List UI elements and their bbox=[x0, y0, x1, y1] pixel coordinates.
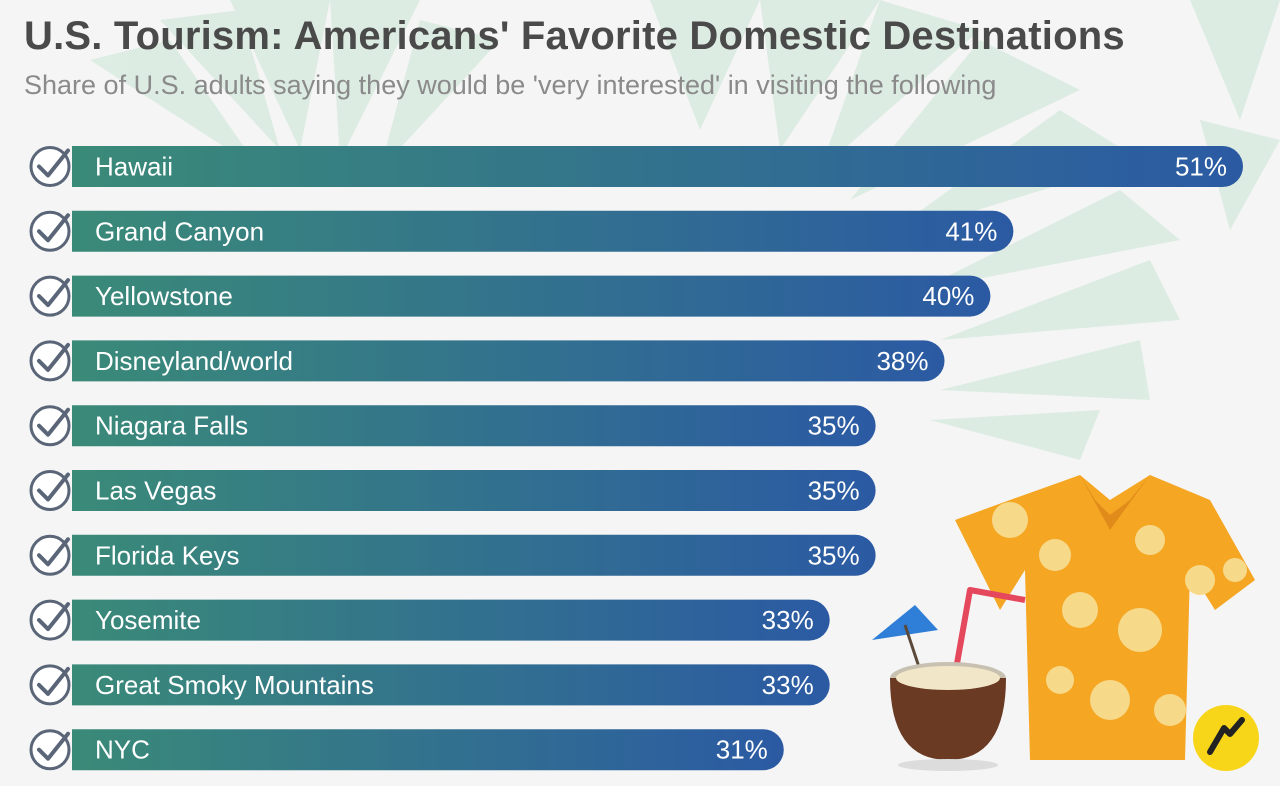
chart-title: U.S. Tourism: Americans' Favorite Domest… bbox=[24, 14, 1125, 58]
bar bbox=[72, 146, 1243, 187]
bar bbox=[72, 599, 830, 641]
check-circle-icon bbox=[29, 340, 71, 382]
value-label: 40% bbox=[922, 281, 974, 311]
check-circle-icon bbox=[29, 729, 71, 771]
category-label: Yosemite bbox=[95, 605, 201, 635]
cocktail-umbrella-icon bbox=[872, 605, 938, 671]
bar bbox=[72, 729, 784, 771]
category-label: NYC bbox=[95, 735, 150, 765]
bar bbox=[72, 340, 945, 382]
check-circle-icon bbox=[29, 146, 71, 187]
value-label: 33% bbox=[762, 605, 814, 635]
value-label: 38% bbox=[876, 346, 928, 376]
value-label: 31% bbox=[716, 735, 768, 765]
bar bbox=[72, 210, 1014, 252]
check-circle-icon bbox=[29, 534, 71, 576]
hawaiian-shirt-icon bbox=[955, 475, 1255, 760]
category-label: Yellowstone bbox=[95, 281, 233, 311]
bar bbox=[72, 664, 830, 706]
value-label: 35% bbox=[808, 476, 860, 506]
check-circle-icon bbox=[29, 210, 71, 252]
value-label: 35% bbox=[808, 540, 860, 570]
bar bbox=[72, 405, 876, 447]
category-label: Florida Keys bbox=[95, 540, 240, 570]
value-label: 35% bbox=[808, 411, 860, 441]
value-label: 51% bbox=[1175, 152, 1227, 182]
category-label: Hawaii bbox=[95, 152, 173, 182]
category-label: Grand Canyon bbox=[95, 216, 264, 246]
check-circle-icon bbox=[29, 470, 71, 511]
bar bbox=[72, 534, 876, 576]
category-label: Disneyland/world bbox=[95, 346, 293, 376]
value-label: 41% bbox=[945, 216, 997, 246]
bar bbox=[72, 275, 991, 317]
value-label: 33% bbox=[762, 670, 814, 700]
coconut-drink-icon bbox=[890, 662, 1006, 771]
check-circle-icon bbox=[29, 599, 71, 641]
category-label: Las Vegas bbox=[95, 476, 216, 506]
check-circle-icon bbox=[29, 275, 71, 317]
chart-subtitle: Share of U.S. adults saying they would b… bbox=[24, 70, 997, 100]
straw-icon bbox=[952, 587, 1026, 676]
bar bbox=[72, 470, 876, 511]
check-circle-icon bbox=[29, 664, 71, 706]
category-label: Great Smoky Mountains bbox=[95, 670, 374, 700]
brand-logo bbox=[1193, 705, 1259, 771]
hawaiian-shirt-and-coconut-drink-illustration bbox=[872, 475, 1255, 771]
category-label: Niagara Falls bbox=[95, 411, 248, 441]
check-circle-icon bbox=[29, 405, 71, 447]
